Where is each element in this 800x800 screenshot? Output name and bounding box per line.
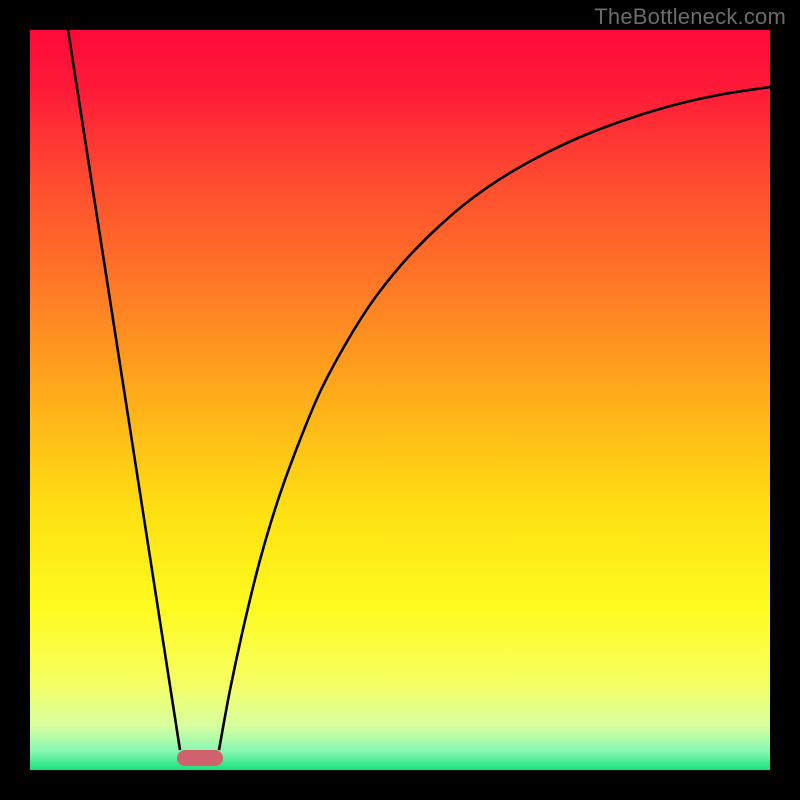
plot-background <box>30 30 770 770</box>
bottleneck-marker <box>177 750 223 766</box>
bottleneck-chart <box>30 30 770 770</box>
watermark-text: TheBottleneck.com <box>594 4 786 30</box>
figure-container: TheBottleneck.com <box>0 0 800 800</box>
